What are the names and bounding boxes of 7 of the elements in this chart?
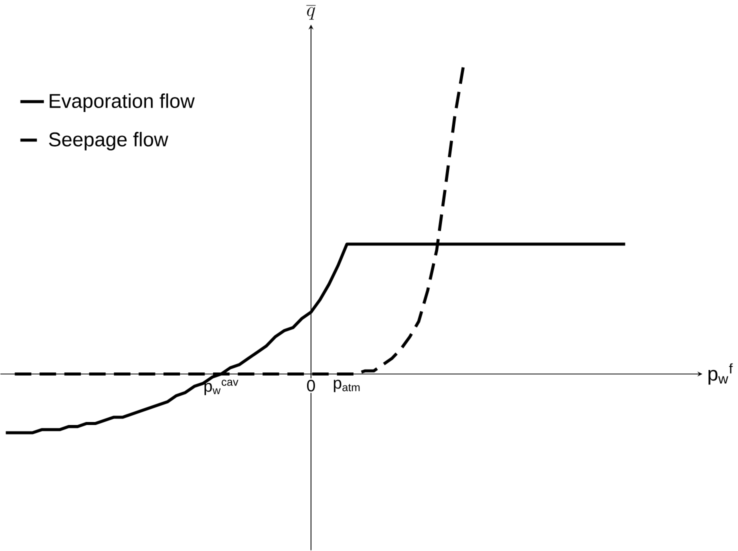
y-axis-title: $\overline{q}$ [306, 6, 316, 20]
legend-label: Evaporation flow [50, 94, 195, 112]
x-tick-label: p$_{w}$cav [204, 380, 238, 396]
x-tick-label: 0 [307, 380, 315, 392]
legend-label: Seepage flow [49, 132, 168, 151]
x-axis-title: p$_{w}$f [708, 364, 733, 385]
x-tick-label: p$_{atm}$ [334, 380, 360, 392]
